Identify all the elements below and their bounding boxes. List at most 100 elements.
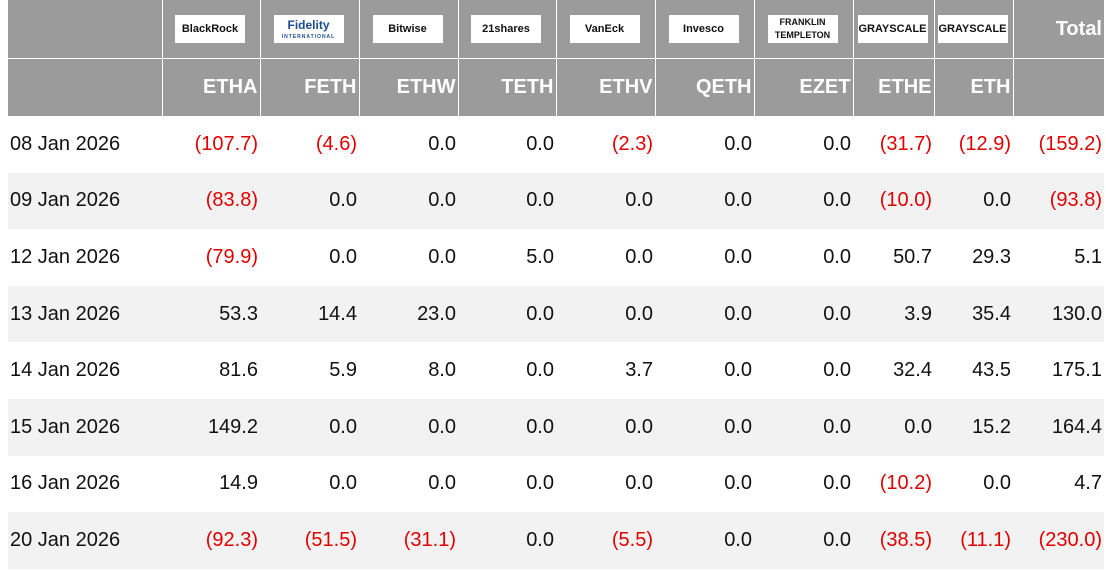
flow-cell: 0.0 — [934, 172, 1013, 230]
flow-cell: 5.9 — [329, 359, 357, 382]
total-cell: 164.4 — [1013, 398, 1104, 456]
flow-cell: 0.0 — [655, 172, 754, 230]
table-row: 09 Jan 2026 (83.8) 0.0 0.0 0.0 0.0 0.0 0.0 (10.0… — [8, 172, 1104, 230]
logo-text: 21shares — [482, 23, 530, 35]
flow-cell: (10.0) — [853, 172, 934, 230]
flow-cell: 43.5 — [972, 359, 1011, 382]
date-cell: 13 Jan 2026 — [8, 285, 162, 343]
issuer-header: FRANKLIN TEMPLETON — [753, 0, 853, 59]
issuer-row: BlackRock Fidelity INTERNATIONAL Bitwise 21s… — [8, 0, 1104, 59]
flow-cell: 0.0 — [526, 359, 554, 382]
logo-text: VanEck — [584, 23, 625, 35]
ticker-row: ETHA FETH ETHW TETH ETHV QETH EZET ETHE ETH — [8, 58, 1104, 116]
ticker-header: EZET — [753, 58, 853, 116]
flow-cell: 50.7 — [893, 245, 932, 268]
logo-text: Fidelity — [287, 18, 330, 32]
blank-header — [1012, 58, 1104, 116]
flow-cell: 0.0 — [329, 472, 357, 495]
flow-cell: 0.0 — [655, 285, 754, 343]
flow-cell: 0.0 — [556, 398, 655, 456]
flow-cell: 0.0 — [526, 472, 554, 495]
issuer-header: GRAYSCALE — [933, 0, 1013, 59]
date-cell: 15 Jan 2026 — [8, 398, 162, 456]
ticker-header: ETHA — [161, 58, 260, 116]
ticker-header: ETHW — [358, 58, 458, 116]
flow-cell: 149.2 — [162, 398, 260, 456]
total-cell: (93.8) — [1013, 172, 1104, 230]
table-row: 15 Jan 2026 149.2 0.0 0.0 0.0 0.0 0.0 0.0 0.0 15.… — [8, 398, 1104, 456]
flow-cell: (11.1) — [934, 512, 1013, 569]
date-cell: 09 Jan 2026 — [8, 172, 162, 230]
issuer-header: Fidelity INTERNATIONAL — [259, 0, 359, 59]
ticker-header: ETHE — [852, 58, 934, 116]
flow-cell: 23.0 — [359, 285, 458, 343]
flow-cell: (31.7) — [879, 132, 932, 155]
total-cell: 4.7 — [1074, 472, 1102, 495]
flow-cell: 3.7 — [625, 359, 653, 382]
issuer-logo: GRAYSCALE — [937, 15, 1008, 43]
issuer-logo: Invesco — [668, 15, 739, 43]
flow-cell: (107.7) — [194, 132, 258, 155]
issuer-logo: Bitwise — [372, 15, 443, 43]
flow-cell: 0.0 — [655, 512, 754, 569]
flow-cell: 0.0 — [754, 398, 853, 456]
flow-cell: (2.3) — [611, 132, 653, 155]
flow-cell: (12.9) — [958, 132, 1011, 155]
ticker-header: TETH — [457, 58, 556, 116]
flow-cell: 0.0 — [458, 398, 556, 456]
flow-cell: 8.0 — [428, 359, 456, 382]
flow-cell: 0.0 — [724, 132, 752, 155]
date-cell: 16 Jan 2026 — [10, 472, 121, 495]
ticker-header: FETH — [259, 58, 359, 116]
issuer-logo: Fidelity INTERNATIONAL — [273, 15, 344, 43]
flow-cell: 0.0 — [724, 472, 752, 495]
flow-cell: 5.0 — [526, 245, 554, 268]
flow-cell: (4.6) — [315, 132, 357, 155]
logo-text: Invesco — [683, 23, 724, 35]
flow-cell: 0.0 — [556, 285, 655, 343]
flow-cell: (51.5) — [260, 512, 359, 569]
etf-flow-table: BlackRock Fidelity INTERNATIONAL Bitwise 21s… — [8, 0, 1104, 569]
logo-text: FRANKLIN TEMPLETON — [774, 17, 831, 40]
logo-text: BlackRock — [181, 23, 239, 35]
date-cell: 08 Jan 2026 — [10, 132, 121, 155]
logo-text: Bitwise — [388, 23, 427, 35]
flow-cell: 35.4 — [934, 285, 1013, 343]
logo-text: GRAYSCALE — [938, 23, 1007, 35]
issuer-logo: FRANKLIN TEMPLETON — [767, 15, 838, 43]
issuer-logo: GRAYSCALE — [857, 15, 928, 43]
date-cell: 12 Jan 2026 — [10, 245, 121, 268]
issuer-header: BlackRock — [161, 0, 260, 59]
issuer-logo: VanEck — [569, 15, 640, 43]
flow-cell: 0.0 — [428, 132, 456, 155]
flow-cell: 29.3 — [972, 245, 1011, 268]
flow-cell: 0.0 — [655, 398, 754, 456]
flow-cell: 0.0 — [724, 359, 752, 382]
total-cell: 5.1 — [1074, 245, 1102, 268]
table-row: 08 Jan 2026 (107.7) (4.6) 0.0 0.0 (2.3) 0.0 0.0… — [8, 116, 1104, 173]
flow-cell: 0.0 — [823, 245, 851, 268]
issuer-header: VanEck — [555, 0, 655, 59]
total-cell: (159.2) — [1038, 132, 1102, 155]
flow-cell: 0.0 — [754, 285, 853, 343]
total-header: Total — [1012, 0, 1104, 59]
flow-cell: 32.4 — [893, 359, 932, 382]
flow-cell: 0.0 — [260, 398, 359, 456]
issuer-header: 21shares — [457, 0, 556, 59]
blank-header — [8, 0, 162, 59]
total-cell: 130.0 — [1013, 285, 1104, 343]
flow-cell: 0.0 — [754, 172, 853, 230]
ticker-header: ETHV — [555, 58, 655, 116]
flow-cell: (31.1) — [359, 512, 458, 569]
table-row: 12 Jan 2026 (79.9) 0.0 0.0 5.0 0.0 0.0 0.0 50.7 2… — [8, 229, 1104, 286]
flow-cell: (79.9) — [205, 245, 258, 268]
ticker-header: QETH — [654, 58, 754, 116]
date-cell: 14 Jan 2026 — [10, 359, 121, 382]
flow-cell: 14.9 — [219, 472, 258, 495]
flow-cell: 0.0 — [625, 472, 653, 495]
flow-cell: 15.2 — [934, 398, 1013, 456]
flow-cell: 0.0 — [260, 172, 359, 230]
flow-cell: 0.0 — [428, 245, 456, 268]
issuer-header: Bitwise — [358, 0, 458, 59]
